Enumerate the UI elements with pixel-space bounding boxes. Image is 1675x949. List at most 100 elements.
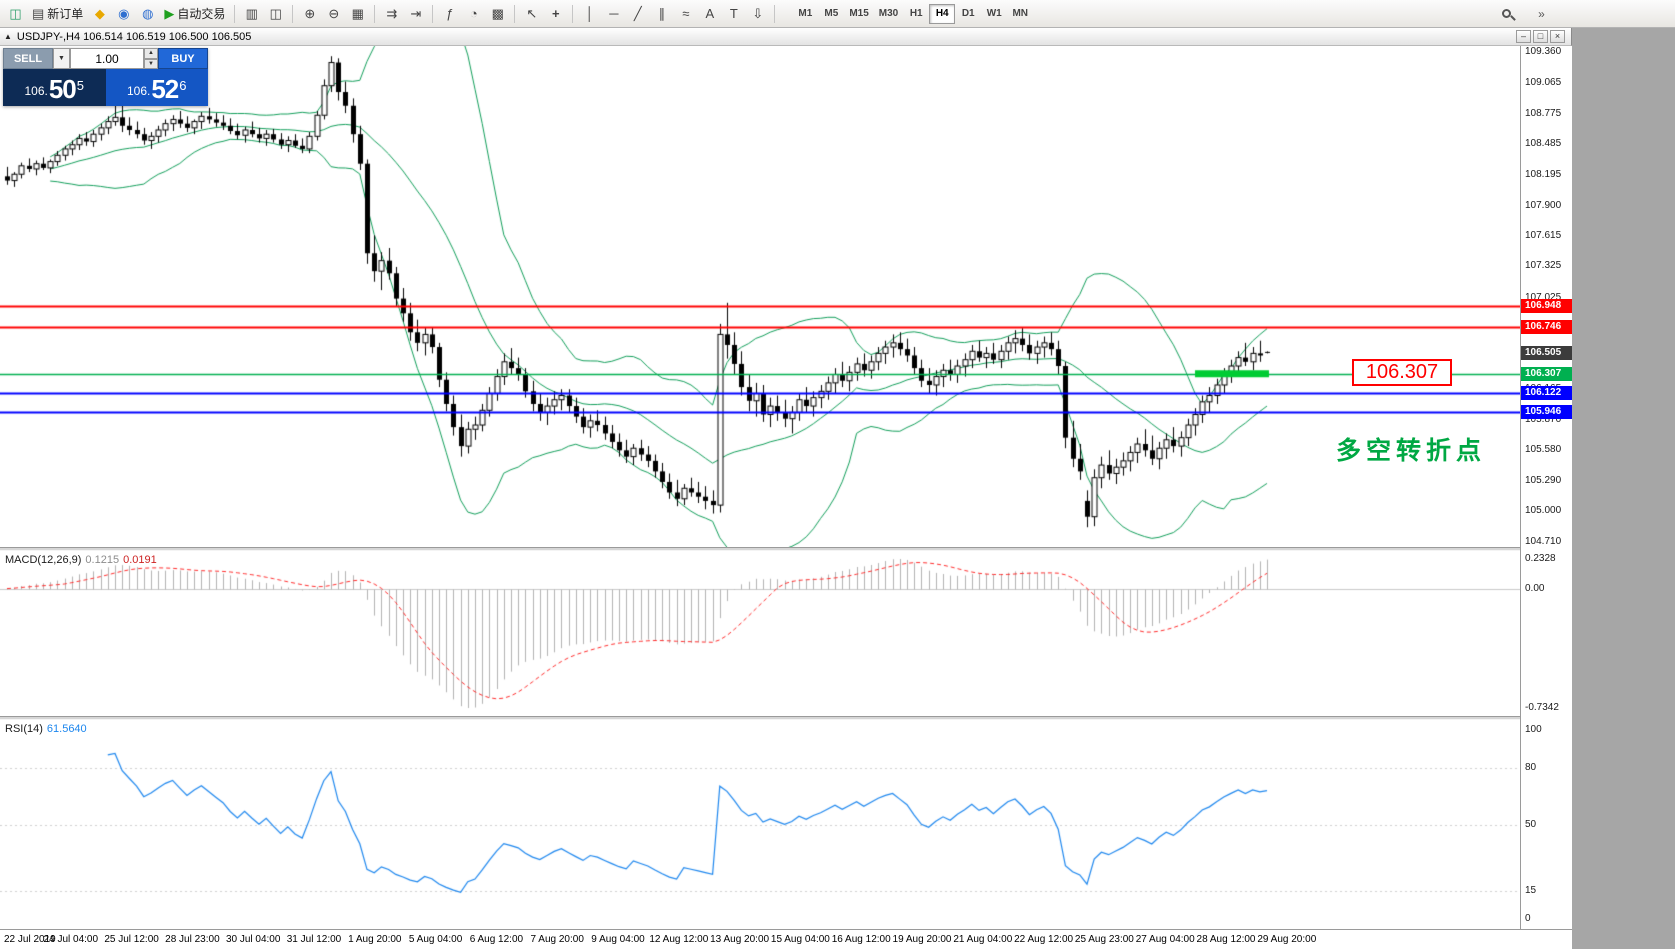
crosshair-icon: + xyxy=(552,6,560,21)
time-tick-label: 1 Aug 20:00 xyxy=(348,934,402,945)
toolbar-separator xyxy=(374,4,376,23)
new-order-button[interactable]: ▤ 新订单 xyxy=(28,3,87,25)
time-tick-label: 19 Aug 20:00 xyxy=(892,934,952,945)
one-click-trading-panel: SELL ▼ ▲ ▼ BUY 106.505 106.526 xyxy=(3,48,208,106)
horizontal-line-icon: ─ xyxy=(609,6,619,21)
timeframe-button-mn[interactable]: MN xyxy=(1012,8,1029,19)
price-tick-label: 109.065 xyxy=(1525,77,1562,89)
price-tick-label: 108.775 xyxy=(1525,107,1562,119)
sell-price-display[interactable]: 106. 50 5 xyxy=(3,69,106,106)
minimize-button[interactable]: – xyxy=(1516,30,1531,43)
toolbar-separator xyxy=(572,4,574,23)
channel-button[interactable]: ∥ xyxy=(650,3,673,25)
bar-chart-icon: ▥ xyxy=(245,6,258,21)
fibonacci-button[interactable]: ≈ xyxy=(674,3,697,25)
timeframe-button-m5[interactable]: M5 xyxy=(824,8,839,19)
timeframe-button-m30[interactable]: M30 xyxy=(878,8,899,19)
rsi-axis-label: 15 xyxy=(1525,884,1537,896)
timeframe-button-m1[interactable]: M1 xyxy=(798,8,813,19)
toolbar-overflow-button[interactable]: » xyxy=(1530,3,1553,25)
rsi-canvas[interactable] xyxy=(0,720,1520,929)
time-tick-label: 25 Aug 23:00 xyxy=(1074,934,1134,945)
time-tick-label: 24 Jul 04:00 xyxy=(43,934,99,945)
time-tick-label: 21 Aug 04:00 xyxy=(953,934,1013,945)
chart-shift-icon: ⇥ xyxy=(410,6,422,21)
chart-shift-button[interactable]: ⇥ xyxy=(404,3,427,25)
timeframe-button-w1[interactable]: W1 xyxy=(986,8,1002,19)
chart-icon: ▲ xyxy=(4,32,12,41)
price-annotation-box[interactable]: 106.307 xyxy=(1352,359,1452,386)
periods-button[interactable]: ◔ xyxy=(462,3,485,25)
price-chart-canvas[interactable] xyxy=(0,46,1520,547)
new-chart-button[interactable]: ◫ xyxy=(4,3,27,25)
volume-input[interactable] xyxy=(70,48,144,69)
templates-button[interactable]: ▩ xyxy=(486,3,509,25)
text-icon: A xyxy=(705,6,715,21)
volume-stepper: ▲ ▼ xyxy=(144,48,158,69)
close-button[interactable]: × xyxy=(1550,30,1565,43)
candlestick-chart-button[interactable]: ◫ xyxy=(264,3,287,25)
auto-trading-button[interactable]: ▶ 自动交易 xyxy=(160,3,229,25)
price-axis[interactable]: 109.360 109.065 108.775 108.485 108.195 107.9… xyxy=(1520,46,1572,929)
volume-decrease-button[interactable]: ▼ xyxy=(144,58,158,69)
search-icon xyxy=(1502,9,1511,18)
channel-icon: ∥ xyxy=(658,6,666,21)
time-tick-label: 15 Aug 04:00 xyxy=(770,934,830,945)
price-level-tag: 106.307 xyxy=(1521,366,1572,381)
time-tick-label: 9 Aug 04:00 xyxy=(591,934,645,945)
buy-button[interactable]: BUY xyxy=(158,48,208,69)
text-label-button[interactable]: T xyxy=(722,3,745,25)
timeframe-button-h4[interactable]: H4 xyxy=(929,3,956,24)
time-tick-label: 6 Aug 12:00 xyxy=(469,934,524,945)
zoom-in-button[interactable]: ⊕ xyxy=(298,3,321,25)
price-tick-label: 105.000 xyxy=(1525,505,1562,517)
mql5-community-button[interactable]: ◆ xyxy=(88,3,111,25)
timeframe-group: M1 M5 M15 M30 H1 H4 D1 W1 MN xyxy=(792,3,1033,24)
rsi-axis-label: 80 xyxy=(1525,761,1537,773)
pivot-note-text[interactable]: 多空转折点 xyxy=(1336,437,1487,465)
user-profile-button[interactable]: ◉ xyxy=(112,3,135,25)
chart-title-bar[interactable]: ▲ USDJPY-,H4 106.514 106.519 106.500 106… xyxy=(0,28,1572,46)
auto-scroll-button[interactable]: ⇉ xyxy=(380,3,403,25)
price-tick-label: 107.025 xyxy=(1525,292,1562,304)
tile-windows-button[interactable]: ▦ xyxy=(346,3,369,25)
crosshair-button[interactable]: + xyxy=(544,3,567,25)
rsi-pane: RSI(14) 61.5640 xyxy=(0,720,1520,929)
volume-dropdown-button[interactable]: ▼ xyxy=(53,48,70,69)
macd-pane: MACD(12,26,9) 0.1215 0.0191 xyxy=(0,551,1520,716)
support-button[interactable]: ◍ xyxy=(136,3,159,25)
volume-increase-button[interactable]: ▲ xyxy=(144,48,158,59)
cursor-icon: ↖ xyxy=(526,6,538,21)
macd-axis-label: 0.2328 xyxy=(1525,553,1556,564)
arrow-objects-icon: ⇩ xyxy=(752,6,764,21)
arrow-objects-button[interactable]: ⇩ xyxy=(746,3,769,25)
cursor-button[interactable]: ↖ xyxy=(520,3,543,25)
vertical-line-button[interactable]: │ xyxy=(578,3,601,25)
pane-separator[interactable] xyxy=(0,716,1572,720)
timeframe-button-m15[interactable]: M15 xyxy=(849,8,869,19)
indicators-button[interactable]: ƒ xyxy=(438,3,461,25)
macd-axis-label: -0.7342 xyxy=(1525,702,1559,713)
indicators-icon: ƒ xyxy=(446,6,454,21)
bar-chart-button[interactable]: ▥ xyxy=(240,3,263,25)
time-tick-label: 31 Jul 12:00 xyxy=(286,934,342,945)
price-tick-label: 107.325 xyxy=(1525,260,1562,272)
time-axis[interactable]: 22 Jul 2019 24 Jul 04:00 25 Jul 12:00 28 Ju… xyxy=(0,929,1572,949)
search-button[interactable] xyxy=(1495,3,1518,25)
text-button[interactable]: A xyxy=(698,3,721,25)
zoom-out-button[interactable]: ⊖ xyxy=(322,3,345,25)
trendline-button[interactable]: ╱ xyxy=(626,3,649,25)
sell-button[interactable]: SELL xyxy=(3,48,53,69)
price-level-tag: 106.746 xyxy=(1521,320,1572,335)
pane-separator[interactable] xyxy=(0,547,1572,551)
price-tick-label: 107.900 xyxy=(1525,199,1562,211)
timeframe-button-d1[interactable]: D1 xyxy=(961,8,975,19)
macd-canvas[interactable] xyxy=(0,551,1520,716)
maximize-button[interactable]: □ xyxy=(1533,30,1548,43)
timeframe-button-h1[interactable]: H1 xyxy=(909,8,923,19)
buy-price-display[interactable]: 106. 52 6 xyxy=(105,69,208,106)
time-tick-label: 28 Aug 12:00 xyxy=(1196,934,1256,945)
chevron-double-right-icon: » xyxy=(1538,6,1545,21)
toolbar-separator xyxy=(514,4,516,23)
horizontal-line-button[interactable]: ─ xyxy=(602,3,625,25)
